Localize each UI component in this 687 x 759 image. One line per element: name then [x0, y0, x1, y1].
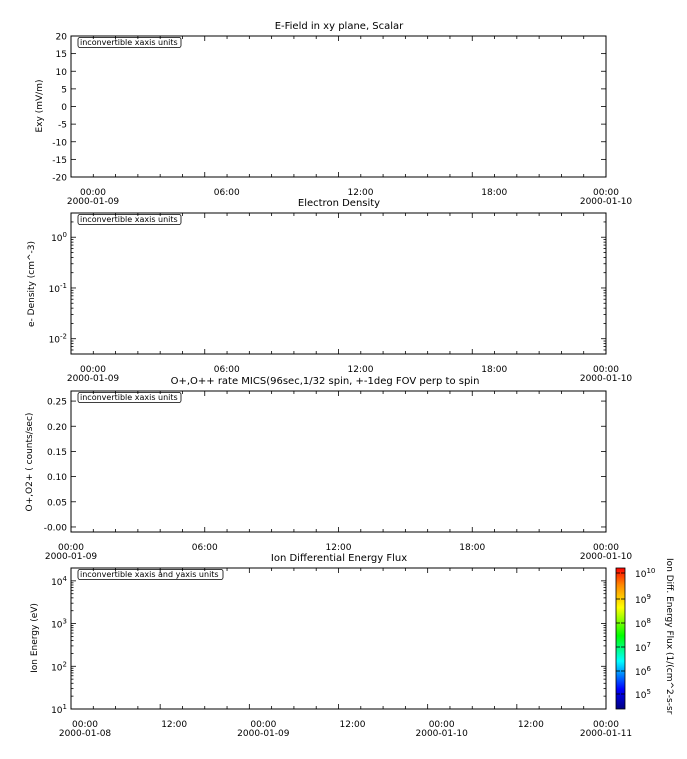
xtick-time: 12:00 [348, 365, 374, 375]
xtick-time: 00:00 [72, 720, 98, 730]
xtick-time: 12:00 [340, 720, 366, 730]
xtick-date: 2000-01-08 [59, 729, 112, 739]
colorbar-tick-label: 105 [635, 688, 651, 701]
xtick-time: 12:00 [161, 720, 187, 730]
xtick-time: 00:00 [429, 720, 455, 730]
ytick-label: 0 [61, 103, 67, 113]
xtick-time: 12:00 [348, 188, 374, 198]
ytick-label: 102 [51, 660, 67, 673]
xtick-time: 12:00 [518, 720, 544, 730]
panel-density-note-text: inconvertible xaxis units [80, 215, 178, 224]
ytick-label: 0.20 [47, 423, 67, 433]
colorbar-tick-label: 107 [635, 641, 651, 654]
xtick-time: 18:00 [481, 188, 507, 198]
xtick-date: 2000-01-09 [45, 552, 98, 562]
xtick-date: 2000-01-09 [67, 197, 120, 207]
xtick-time: 18:00 [459, 543, 485, 553]
panel-density-frame [70, 212, 607, 355]
panel-density: Electron Density inconvertible xaxis uni… [27, 198, 632, 384]
panel-efield-note: inconvertible xaxis units [77, 37, 182, 48]
ytick-label: -5 [58, 121, 67, 131]
colorbar-tick-label: 108 [635, 617, 651, 630]
xtick-date: 2000-01-10 [580, 552, 633, 562]
xtick-date: 2000-01-09 [237, 729, 290, 739]
xtick-time: 00:00 [593, 720, 619, 730]
panel-oxygen-note: inconvertible xaxis units [77, 392, 182, 403]
panel-efield-frame [70, 35, 607, 178]
xtick-time: 06:00 [214, 365, 240, 375]
ytick-label: -10 [52, 138, 67, 148]
xtick-time: 00:00 [250, 720, 276, 730]
xtick-time: 06:00 [214, 188, 240, 198]
panel-efield-ylabel: Exy (mV/m) [35, 80, 45, 133]
colorbar-axis: 1010 109 108 107 106 105 [616, 567, 655, 701]
xtick-time: 12:00 [326, 543, 352, 553]
colorbar-label: Ion Diff. Energy Flux (1/(cm^2-s-sr [664, 558, 674, 715]
panel-ion-flux-frame [70, 567, 607, 710]
ytick-label: 10-2 [49, 333, 67, 346]
panel-efield: E-Field in xy plane, Scalar inconvertibl… [35, 21, 632, 207]
xtick-time: 06:00 [192, 543, 218, 553]
xtick-date: 2000-01-11 [580, 729, 632, 739]
panel-ion-flux-note: inconvertible xaxis and yaxis units [77, 569, 224, 580]
panel-efield-note-text: inconvertible xaxis units [80, 38, 178, 47]
colorbar-tick-label: 1010 [635, 567, 655, 580]
panel-density-ylabel: e- Density (cm^-3) [27, 241, 37, 327]
panel-ion-flux-title: Ion Differential Energy Flux [271, 553, 407, 564]
ytick-label: -15 [52, 156, 67, 166]
xtick-time: 00:00 [80, 188, 106, 198]
xtick-time: 00:00 [58, 543, 84, 553]
panel-density-note: inconvertible xaxis units [77, 214, 182, 225]
ytick-label: 100 [51, 231, 67, 244]
ytick-label: 10-1 [49, 282, 67, 295]
xtick-date: 2000-01-10 [580, 374, 633, 384]
xtick-date: 2000-01-10 [416, 729, 469, 739]
xtick-time: 00:00 [593, 543, 619, 553]
ytick-label: -20 [52, 174, 67, 184]
xtick-time: 00:00 [80, 365, 106, 375]
panel-oxygen-yaxis: 0.25 0.20 0.15 0.10 0.05 -0.00 [44, 398, 606, 533]
ytick-label: 0.05 [47, 498, 67, 508]
colorbar-tick-label: 109 [635, 593, 651, 606]
panel-efield-yaxis: 20 15 10 5 0 -5 -10 -15 -20 [52, 33, 606, 184]
panel-ion-flux-note-text: inconvertible xaxis and yaxis units [80, 570, 219, 579]
xtick-date: 2000-01-10 [580, 197, 633, 207]
panel-efield-title: E-Field in xy plane, Scalar [275, 21, 404, 32]
ytick-label: 101 [51, 703, 67, 716]
panel-oxygen: O+,O++ rate MICS(96sec,1/32 spin, +-1deg… [25, 376, 632, 562]
ytick-label: 0.15 [47, 448, 67, 458]
ytick-label: 15 [56, 50, 67, 60]
panel-oxygen-note-text: inconvertible xaxis units [80, 393, 178, 402]
ytick-label: 10 [56, 68, 68, 78]
ytick-label: 0.10 [47, 473, 67, 483]
panel-oxygen-frame [70, 390, 607, 533]
ytick-label: 0.25 [47, 398, 67, 408]
ytick-label: 20 [56, 33, 68, 43]
colorbar [615, 567, 626, 710]
ytick-label: -0.00 [44, 523, 68, 533]
ytick-label: 5 [61, 85, 67, 95]
xtick-time: 00:00 [593, 188, 619, 198]
ytick-label: 103 [51, 618, 67, 631]
panel-oxygen-title: O+,O++ rate MICS(96sec,1/32 spin, +-1deg… [171, 376, 480, 387]
colorbar-tick-label: 106 [635, 665, 651, 678]
panel-oxygen-ylabel: O+,O2+ ( counts/sec) [25, 413, 35, 512]
panel-density-yaxis: 100 10-1 10-2 [49, 212, 606, 355]
panel-ion-flux-ylabel: Ion Energy (eV) [30, 603, 40, 673]
ytick-label: 104 [51, 575, 67, 588]
panel-ion-flux-yaxis: 104 103 102 101 [51, 567, 606, 716]
panel-ion-flux: Ion Differential Energy Flux inconvertib… [30, 553, 674, 739]
xtick-time: 18:00 [481, 365, 507, 375]
panel-density-title: Electron Density [298, 198, 380, 209]
xtick-date: 2000-01-09 [67, 374, 120, 384]
xtick-time: 00:00 [593, 365, 619, 375]
